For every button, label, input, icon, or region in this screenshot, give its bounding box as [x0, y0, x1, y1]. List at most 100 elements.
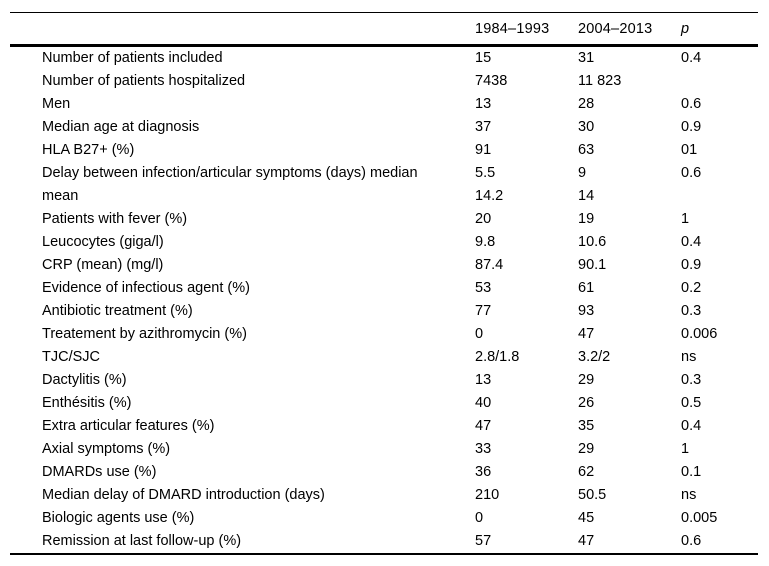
value-period-1984-1993: 13	[475, 96, 492, 112]
header-p-value: p	[681, 12, 758, 47]
p-value: 0.4	[681, 234, 702, 250]
row-label: Antibiotic treatment (%)	[42, 303, 193, 319]
table-row: Remission at last follow-up (%) 57 47 0.…	[10, 530, 758, 554]
p-value: 0.1	[681, 464, 702, 480]
table-row: Median delay of DMARD introduction (days…	[10, 484, 758, 507]
row-label: Extra articular features (%)	[42, 418, 215, 434]
p-value: 0.9	[681, 119, 702, 135]
row-label: CRP (mean) (mg/l)	[42, 257, 164, 273]
row-label: Dactylitis (%)	[42, 372, 127, 388]
p-value: 1	[681, 441, 690, 457]
value-period-2004-2013: 26	[578, 395, 595, 411]
value-period-1984-1993: 7438	[475, 73, 508, 89]
value-period-1984-1993: 36	[475, 464, 492, 480]
table-row: Patients with fever (%) 20 19 1	[10, 208, 758, 231]
table-row: TJC/SJC 2.8/1.8 3.2/2 ns	[10, 346, 758, 369]
value-period-1984-1993: 5.5	[475, 165, 496, 181]
row-label: Delay between infection/articular sympto…	[42, 165, 418, 181]
table-row: Extra articular features (%) 47 35 0.4	[10, 415, 758, 438]
row-label: Median delay of DMARD introduction (days…	[42, 487, 325, 503]
table-row: Dactylitis (%) 13 29 0.3	[10, 369, 758, 392]
table-row: Men 13 28 0.6	[10, 93, 758, 116]
table-row: Antibiotic treatment (%) 77 93 0.3	[10, 300, 758, 323]
value-period-1984-1993: 20	[475, 211, 492, 227]
value-period-1984-1993: 13	[475, 372, 492, 388]
p-value: 0.4	[681, 418, 702, 434]
value-period-2004-2013: 28	[578, 96, 595, 112]
table-row: Evidence of infectious agent (%) 53 61 0…	[10, 277, 758, 300]
value-period-2004-2013: 14	[578, 188, 595, 204]
value-period-2004-2013: 19	[578, 211, 595, 227]
value-period-2004-2013: 62	[578, 464, 595, 480]
row-label: Treatement by azithromycin (%)	[42, 326, 247, 342]
value-period-1984-1993: 57	[475, 533, 492, 549]
p-value: ns	[681, 487, 697, 503]
row-label: Median age at diagnosis	[42, 119, 200, 135]
p-value: 0.006	[681, 326, 718, 342]
value-period-2004-2013: 11 823	[578, 73, 622, 89]
p-value: 1	[681, 211, 690, 227]
p-value: 0.6	[681, 96, 702, 112]
p-value: 0.3	[681, 303, 702, 319]
value-period-1984-1993: 33	[475, 441, 492, 457]
table-row: Number of patients hospitalized 7438 11 …	[10, 70, 758, 93]
table-row: DMARDs use (%) 36 62 0.1	[10, 461, 758, 484]
row-label: Remission at last follow-up (%)	[42, 533, 242, 549]
p-value: 0.005	[681, 510, 718, 526]
value-period-1984-1993: 87.4	[475, 257, 504, 273]
value-period-2004-2013: 31	[578, 50, 595, 66]
row-label: Biologic agents use (%)	[42, 510, 195, 526]
header-empty	[10, 12, 475, 47]
value-period-1984-1993: 9.8	[475, 234, 496, 250]
value-period-2004-2013: 29	[578, 441, 595, 457]
table-row: Delay between infection/articular sympto…	[10, 162, 758, 185]
value-period-1984-1993: 0	[475, 326, 484, 342]
table-row: CRP (mean) (mg/l) 87.4 90.1 0.9	[10, 254, 758, 277]
row-label: HLA B27+ (%)	[42, 142, 135, 158]
table-row: Treatement by azithromycin (%) 0 47 0.00…	[10, 323, 758, 346]
p-value	[681, 185, 758, 208]
row-label: TJC/SJC	[42, 349, 100, 365]
p-value: 0.6	[681, 165, 702, 181]
row-label: Number of patients hospitalized	[42, 73, 246, 89]
row-label: Enthésitis (%)	[42, 395, 132, 411]
row-label: Axial symptoms (%)	[42, 441, 171, 457]
row-label: Leucocytes (giga/l)	[42, 234, 164, 250]
value-period-1984-1993: 37	[475, 119, 492, 135]
p-value: 0.5	[681, 395, 702, 411]
p-value: 0.9	[681, 257, 702, 273]
value-period-2004-2013: 47	[578, 326, 595, 342]
value-period-2004-2013: 45	[578, 510, 595, 526]
row-label: Men	[42, 96, 71, 112]
value-period-1984-1993: 2.8/1.8	[475, 349, 520, 365]
value-period-1984-1993: 40	[475, 395, 492, 411]
p-value: 0.4	[681, 50, 702, 66]
table-row: Median age at diagnosis 37 30 0.9	[10, 116, 758, 139]
value-period-2004-2013: 29	[578, 372, 595, 388]
table-row: Biologic agents use (%) 0 45 0.005	[10, 507, 758, 530]
value-period-2004-2013: 35	[578, 418, 595, 434]
table-header: 1984–1993 2004–2013 p	[10, 12, 758, 47]
value-period-2004-2013: 61	[578, 280, 595, 296]
header-period-2004-2013: 2004–2013	[578, 12, 681, 47]
value-period-1984-1993: 47	[475, 418, 492, 434]
table-row: mean 14.2 14	[10, 185, 758, 208]
comparison-table-container: 1984–1993 2004–2013 p Number of patients…	[10, 12, 758, 555]
comparison-table: 1984–1993 2004–2013 p Number of patients…	[10, 12, 758, 555]
header-row: 1984–1993 2004–2013 p	[10, 12, 758, 47]
p-value: 0.2	[681, 280, 702, 296]
value-period-1984-1993: 77	[475, 303, 492, 319]
p-value: 0.6	[681, 533, 702, 549]
value-period-2004-2013: 9	[578, 165, 587, 181]
row-label: Patients with fever (%)	[42, 211, 188, 227]
value-period-2004-2013: 47	[578, 533, 595, 549]
value-period-2004-2013: 90.1	[578, 257, 607, 273]
value-period-2004-2013: 30	[578, 119, 595, 135]
value-period-1984-1993: 91	[475, 142, 492, 158]
table-row: Axial symptoms (%) 33 29 1	[10, 438, 758, 461]
value-period-2004-2013: 93	[578, 303, 595, 319]
value-period-1984-1993: 0	[475, 510, 484, 526]
header-period-1984-1993: 1984–1993	[475, 12, 578, 47]
value-period-2004-2013: 3.2/2	[578, 349, 611, 365]
p-value: 01	[681, 142, 698, 158]
